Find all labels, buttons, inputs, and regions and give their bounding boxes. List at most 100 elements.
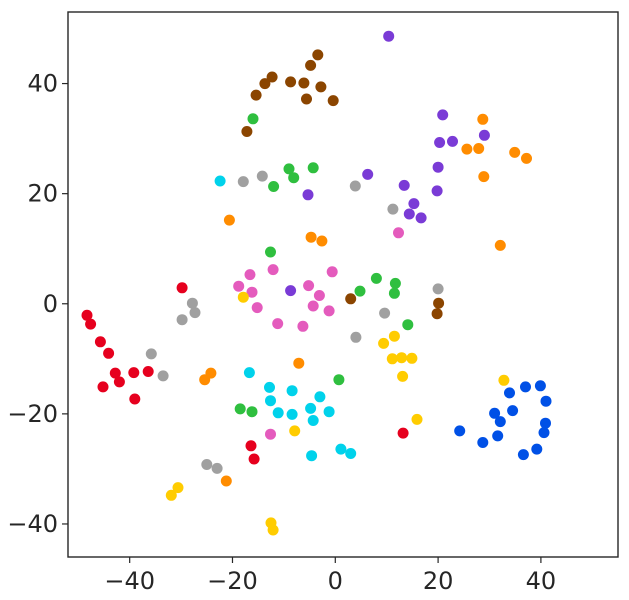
point-series-4-13 bbox=[285, 285, 297, 297]
point-series-7-11 bbox=[538, 427, 550, 439]
point-series-9-0 bbox=[312, 49, 324, 61]
point-series-2-11 bbox=[333, 374, 345, 386]
point-series-2-9 bbox=[388, 287, 400, 299]
point-series-9-12 bbox=[433, 297, 445, 309]
point-series-2-4 bbox=[307, 162, 319, 174]
point-series-5-4 bbox=[509, 146, 521, 158]
point-series-7-4 bbox=[494, 416, 506, 428]
point-series-7-10 bbox=[540, 417, 551, 429]
point-series-4-11 bbox=[415, 212, 427, 224]
point-series-2-6 bbox=[370, 272, 382, 284]
y-tick-label: 0 bbox=[43, 290, 58, 318]
point-series-6-11 bbox=[313, 290, 325, 301]
point-series-2-3 bbox=[288, 172, 300, 184]
point-series-9-10 bbox=[327, 95, 339, 107]
point-series-3-13 bbox=[345, 448, 357, 459]
point-series-6-4 bbox=[326, 266, 338, 278]
point-series-3-3 bbox=[265, 395, 276, 407]
point-series-1-12 bbox=[379, 307, 391, 319]
point-series-0-10 bbox=[176, 282, 188, 294]
point-series-6-12 bbox=[323, 305, 335, 317]
point-series-7-5 bbox=[504, 387, 515, 399]
point-series-8-6 bbox=[397, 370, 409, 382]
point-series-5-1 bbox=[461, 143, 473, 155]
point-series-1-0 bbox=[145, 348, 157, 360]
point-series-2-5 bbox=[265, 246, 276, 258]
point-series-0-11 bbox=[245, 440, 257, 452]
point-series-7-12 bbox=[531, 443, 543, 455]
point-series-7-1 bbox=[477, 437, 489, 448]
point-series-1-11 bbox=[432, 283, 444, 295]
point-series-2-12 bbox=[234, 403, 246, 415]
y-tick-label: 20 bbox=[27, 180, 58, 208]
point-series-2-13 bbox=[246, 406, 258, 418]
point-series-8-5 bbox=[386, 353, 398, 365]
data-points bbox=[81, 30, 552, 536]
point-series-9-5 bbox=[241, 126, 253, 137]
x-tick-label: 40 bbox=[526, 567, 557, 595]
point-series-7-6 bbox=[507, 405, 519, 417]
point-series-6-3 bbox=[267, 264, 279, 276]
point-series-1-3 bbox=[189, 307, 201, 319]
point-series-3-12 bbox=[335, 443, 347, 455]
point-series-4-2 bbox=[434, 137, 446, 148]
point-series-2-8 bbox=[389, 277, 401, 289]
point-series-1-13 bbox=[350, 331, 362, 343]
y-axis: −40 −20 0 20 40 bbox=[7, 70, 68, 538]
point-series-6-2 bbox=[244, 269, 256, 281]
point-series-0-0 bbox=[81, 309, 93, 321]
point-series-2-10 bbox=[402, 319, 414, 331]
point-series-8-8 bbox=[411, 413, 423, 425]
point-series-1-4 bbox=[176, 314, 188, 326]
point-series-4-8 bbox=[431, 185, 443, 197]
point-series-1-9 bbox=[349, 180, 361, 192]
point-series-4-5 bbox=[432, 161, 444, 173]
point-series-2-1 bbox=[268, 181, 280, 192]
point-series-3-5 bbox=[286, 385, 298, 397]
point-series-5-6 bbox=[494, 239, 506, 251]
x-axis: −40 −20 0 20 40 bbox=[104, 557, 556, 595]
point-series-1-5 bbox=[201, 459, 213, 470]
point-series-2-0 bbox=[247, 113, 259, 125]
point-series-8-11 bbox=[172, 482, 184, 494]
point-series-8-4 bbox=[406, 352, 418, 364]
point-series-0-6 bbox=[97, 381, 109, 393]
point-series-4-0 bbox=[383, 30, 395, 42]
point-series-0-3 bbox=[103, 347, 115, 359]
point-series-4-6 bbox=[362, 168, 374, 180]
point-series-6-8 bbox=[297, 320, 309, 332]
point-series-0-12 bbox=[248, 453, 260, 465]
point-series-2-2 bbox=[283, 163, 295, 175]
point-series-6-1 bbox=[233, 280, 245, 292]
point-series-0-2 bbox=[94, 336, 106, 348]
point-series-1-7 bbox=[237, 176, 249, 188]
point-series-4-10 bbox=[403, 208, 415, 220]
point-series-8-13 bbox=[267, 524, 279, 536]
point-series-9-1 bbox=[305, 59, 317, 71]
point-series-8-0 bbox=[237, 291, 249, 303]
point-series-9-2 bbox=[266, 71, 278, 83]
point-series-7-3 bbox=[492, 430, 504, 442]
point-series-6-7 bbox=[272, 318, 284, 330]
point-series-4-9 bbox=[408, 198, 420, 210]
point-series-3-0 bbox=[214, 175, 226, 187]
point-series-3-11 bbox=[306, 450, 318, 462]
point-series-0-13 bbox=[397, 427, 409, 439]
point-series-9-4 bbox=[250, 89, 262, 101]
point-series-8-9 bbox=[498, 374, 510, 386]
y-tick-label: −20 bbox=[7, 400, 58, 428]
point-series-2-7 bbox=[354, 285, 366, 297]
point-series-0-1 bbox=[85, 318, 97, 330]
point-series-3-8 bbox=[314, 391, 326, 403]
point-series-8-3 bbox=[396, 352, 408, 364]
point-series-4-7 bbox=[398, 179, 410, 191]
x-tick-label: −40 bbox=[104, 567, 155, 595]
point-series-3-9 bbox=[323, 406, 335, 418]
point-series-9-7 bbox=[298, 77, 310, 89]
point-series-9-6 bbox=[285, 76, 297, 88]
point-series-0-8 bbox=[142, 366, 154, 377]
point-series-5-10 bbox=[293, 357, 305, 369]
point-series-8-1 bbox=[378, 337, 390, 349]
